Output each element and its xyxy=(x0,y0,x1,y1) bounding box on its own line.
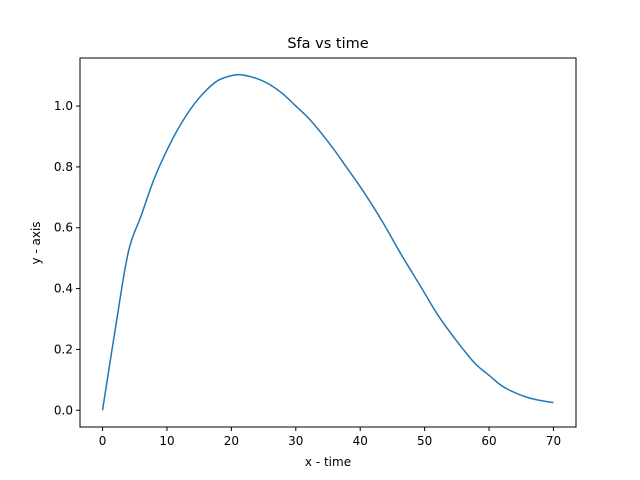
x-tick-label: 20 xyxy=(224,434,239,448)
x-tick-label: 60 xyxy=(481,434,496,448)
y-tick-label: 0.0 xyxy=(54,403,73,417)
y-tick-label: 0.2 xyxy=(54,342,73,356)
x-tick-label: 70 xyxy=(546,434,561,448)
x-tick-label: 50 xyxy=(417,434,432,448)
x-tick-label: 30 xyxy=(288,434,303,448)
x-tick-label: 0 xyxy=(99,434,107,448)
chart-title: Sfa vs time xyxy=(287,36,368,52)
x-tick-label: 40 xyxy=(353,434,368,448)
plot-area xyxy=(80,58,576,427)
plot-frame xyxy=(79,57,577,428)
y-tick-label: 0.8 xyxy=(54,160,73,174)
x-tick-label: 10 xyxy=(159,434,174,448)
y-axis-label: y - axis xyxy=(29,221,43,264)
x-axis-label: x - time xyxy=(305,455,351,469)
y-tick-label: 1.0 xyxy=(54,99,73,113)
y-tick-label: 0.6 xyxy=(54,221,73,235)
y-tick-label: 0.4 xyxy=(54,282,73,296)
series-line xyxy=(101,73,554,411)
